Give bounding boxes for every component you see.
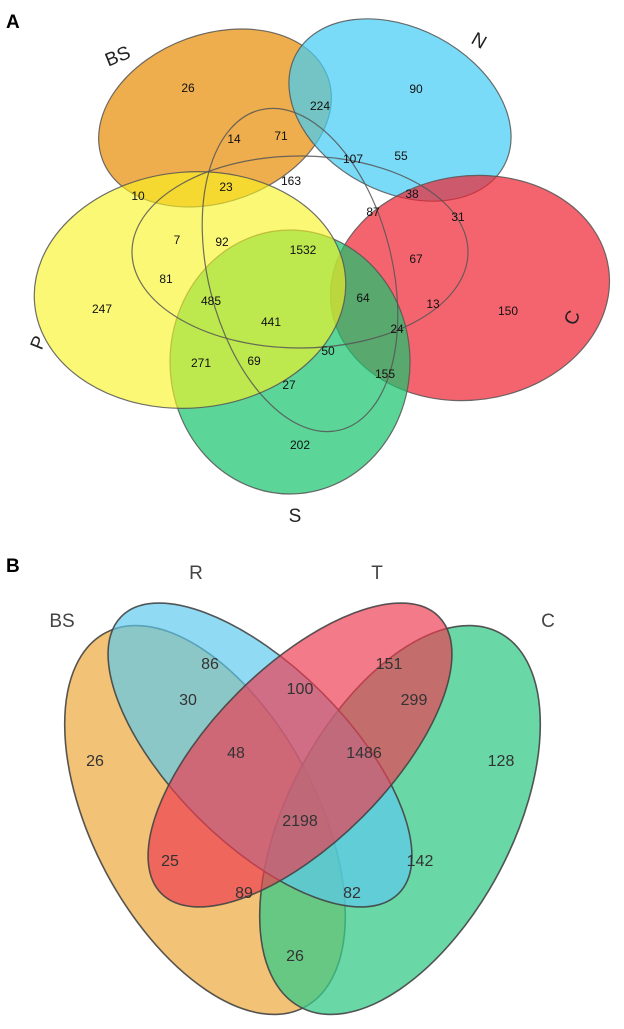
panel-a: A BS N C S P 26 90 150 202 — [6, 12, 611, 527]
set-label-r: R — [189, 563, 203, 584]
region-count: 26 — [286, 948, 304, 965]
panel-b-ellipses — [63, 602, 542, 1016]
region-count: 48 — [227, 745, 245, 762]
region-count: 202 — [290, 438, 310, 452]
panel-a-ellipses — [33, 18, 611, 495]
set-label-n: N — [468, 29, 490, 54]
region-count: 485 — [201, 294, 221, 308]
panel-b-set-labels: BS R T C — [49, 563, 555, 632]
region-count: 89 — [235, 885, 253, 902]
region-count: 1532 — [290, 243, 317, 257]
region-count: 24 — [390, 322, 404, 336]
set-label-s: S — [289, 506, 302, 527]
region-count: 86 — [201, 656, 219, 673]
region-count: 224 — [310, 99, 330, 113]
set-label-t: T — [371, 563, 383, 584]
region-count: 247 — [92, 302, 112, 316]
region-count: 30 — [179, 692, 197, 709]
panel-a-region-counts: 26 90 150 202 247 224 14 71 107 55 10 23… — [92, 81, 518, 452]
region-count: 150 — [498, 304, 518, 318]
region-count: 71 — [274, 129, 288, 143]
region-count: 31 — [451, 210, 465, 224]
panel-a-letter: A — [6, 12, 20, 33]
panel-b: B BS R T C 86 151 26 30 100 299 128 48 — [6, 556, 555, 1016]
region-count: 69 — [247, 354, 261, 368]
region-count: 64 — [356, 291, 370, 305]
region-count: 27 — [282, 378, 296, 392]
inner-outline-p-lobe — [131, 155, 469, 349]
panel-b-letter: B — [6, 556, 20, 577]
region-count: 107 — [343, 152, 363, 166]
region-count: 13 — [426, 297, 440, 311]
region-count: 25 — [161, 853, 179, 870]
region-count: 26 — [181, 81, 195, 95]
region-count: 10 — [131, 189, 145, 203]
region-count: 142 — [407, 853, 434, 870]
region-count: 50 — [321, 344, 335, 358]
region-count: 163 — [281, 174, 301, 188]
set-label-bs: BS — [49, 611, 74, 632]
region-count: 87 — [366, 205, 380, 219]
region-count: 55 — [394, 149, 408, 163]
region-count: 1486 — [346, 745, 382, 762]
region-count: 23 — [219, 180, 233, 194]
region-count: 81 — [159, 272, 173, 286]
set-label-bs: BS — [102, 42, 133, 71]
region-count: 14 — [227, 132, 241, 146]
region-count: 92 — [215, 235, 229, 249]
region-count: 7 — [174, 233, 181, 247]
region-count: 82 — [343, 885, 361, 902]
region-count: 38 — [405, 187, 419, 201]
set-ellipse-p — [33, 171, 347, 409]
set-label-c: C — [541, 611, 555, 632]
inner-outline-s-lobe — [201, 107, 399, 433]
region-count: 26 — [86, 753, 104, 770]
region-count: 441 — [261, 315, 281, 329]
set-ellipse-t — [147, 602, 453, 908]
region-count: 299 — [401, 692, 428, 709]
region-count: 271 — [191, 356, 211, 370]
region-count: 2198 — [282, 813, 318, 830]
region-count: 155 — [375, 367, 395, 381]
panel-b-region-counts: 86 151 26 30 100 299 128 48 1486 2198 25… — [86, 656, 514, 965]
region-count: 100 — [287, 681, 314, 698]
set-ellipse-n — [288, 18, 512, 202]
region-count: 90 — [409, 82, 423, 96]
region-count: 67 — [409, 252, 423, 266]
region-count: 128 — [488, 753, 515, 770]
region-count: 151 — [376, 656, 403, 673]
